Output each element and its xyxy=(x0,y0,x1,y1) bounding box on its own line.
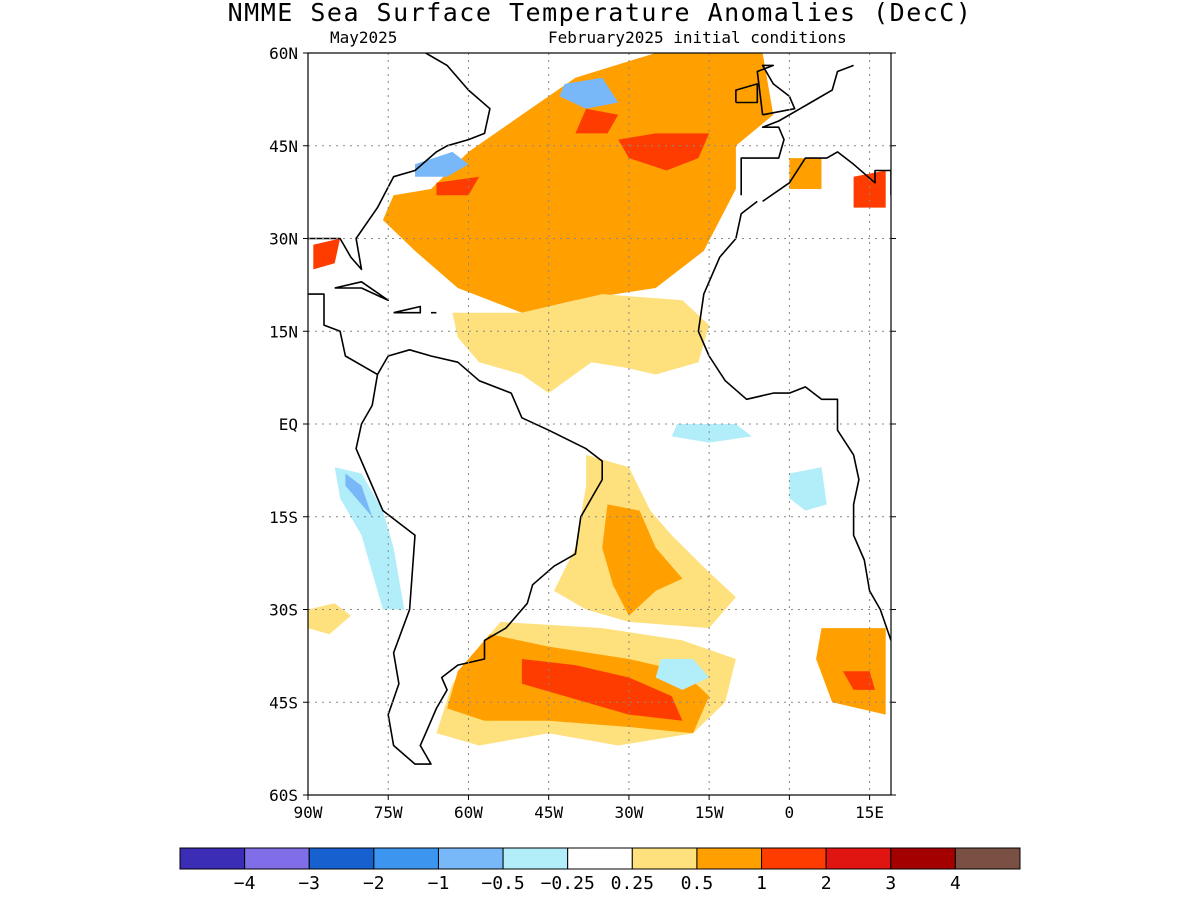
anomaly-region xyxy=(789,467,827,511)
colorbar-label: 4 xyxy=(950,873,961,894)
colorbar-label: 3 xyxy=(885,873,896,894)
lon-tick-label: 90W xyxy=(294,803,323,822)
lon-tick-label: 60W xyxy=(454,803,483,822)
colorbar-swatch xyxy=(954,847,1021,870)
anomaly-region xyxy=(671,424,752,443)
colorbar-swatch xyxy=(696,847,763,870)
colorbar: −4 −3 −2 −1 −0.5 −0.25 0.25 0.5 1 2 3 4 xyxy=(179,847,1021,894)
anomaly-region xyxy=(334,467,405,610)
lat-tick-label: 30N xyxy=(269,230,298,249)
lon-tick-label: 30W xyxy=(614,803,643,822)
lat-tick-label: 45S xyxy=(269,693,298,712)
grid-lines xyxy=(308,53,891,795)
colorbar-label: 0.25 xyxy=(611,873,654,894)
colorbar-swatch xyxy=(179,847,246,870)
coastline xyxy=(308,293,603,765)
colorbar-label: −2 xyxy=(363,873,385,894)
lon-tick-label: 15W xyxy=(695,803,724,822)
colorbar-label: 0.5 xyxy=(681,873,714,894)
colorbar-swatch xyxy=(567,847,633,870)
anomaly-region xyxy=(842,671,875,690)
anomaly-region xyxy=(382,53,774,313)
anomaly-region xyxy=(602,504,683,616)
anomaly-region xyxy=(655,659,710,690)
coastline xyxy=(308,53,491,271)
colorbar-label: 1 xyxy=(756,873,767,894)
lon-tick-label: 45W xyxy=(534,803,563,822)
coastline xyxy=(334,281,389,302)
colorbar-label: −0.5 xyxy=(481,873,524,894)
colorbar-label: −0.25 xyxy=(541,873,595,894)
anomaly-region xyxy=(313,238,341,270)
colorbar-label: −4 xyxy=(234,873,256,894)
anomaly-region xyxy=(789,158,822,189)
colorbar-label: 2 xyxy=(821,873,832,894)
anomaly-region xyxy=(521,659,683,721)
lat-tick-label: 15S xyxy=(269,508,298,527)
lat-tick-label: 30S xyxy=(269,601,298,620)
map-title: NMME Sea Surface Temperature Anomalies (… xyxy=(227,0,973,27)
colorbar-swatch xyxy=(890,847,956,870)
lon-tick-label: 0 xyxy=(785,803,795,822)
colorbar-swatch xyxy=(631,847,698,870)
colorbar-swatch xyxy=(825,847,892,870)
lat-tick-label: 60N xyxy=(269,44,298,63)
coastline xyxy=(735,83,759,104)
colorbar-swatch xyxy=(502,847,569,870)
coastlines xyxy=(308,53,891,765)
lat-tick-label: 45N xyxy=(269,137,298,156)
anomaly-shading xyxy=(308,53,886,746)
lat-tick-label: 60S xyxy=(269,786,298,805)
colorbar-label: −1 xyxy=(428,873,450,894)
colorbar-swatch xyxy=(373,847,439,870)
anomaly-region xyxy=(559,77,619,109)
anomaly-region xyxy=(853,170,886,208)
anomaly-region xyxy=(415,151,469,177)
colorbar-swatch xyxy=(761,847,827,870)
lat-tick-label: EQ xyxy=(279,415,298,434)
coastline xyxy=(740,64,854,196)
lat-tick-label: 15N xyxy=(269,322,298,341)
anomaly-region xyxy=(345,473,373,517)
anomaly-region xyxy=(436,176,480,196)
anomaly-region xyxy=(575,108,619,134)
anomaly-region xyxy=(618,133,710,171)
lon-tick-label: 75W xyxy=(374,803,403,822)
anomaly-region xyxy=(308,603,351,635)
forecast-month: May2025 xyxy=(330,28,398,47)
colorbar-label: −3 xyxy=(298,873,320,894)
coastline xyxy=(756,64,796,116)
colorbar-swatch xyxy=(244,847,310,870)
coastline xyxy=(393,305,422,314)
anomaly-region xyxy=(452,294,710,394)
initial-conditions: February2025 initial conditions xyxy=(548,28,847,47)
colorbar-swatch xyxy=(437,847,504,870)
coastline xyxy=(697,200,891,641)
lon-tick-label: 15E xyxy=(855,803,884,822)
colorbar-swatch xyxy=(308,847,375,870)
coastline xyxy=(762,151,891,203)
